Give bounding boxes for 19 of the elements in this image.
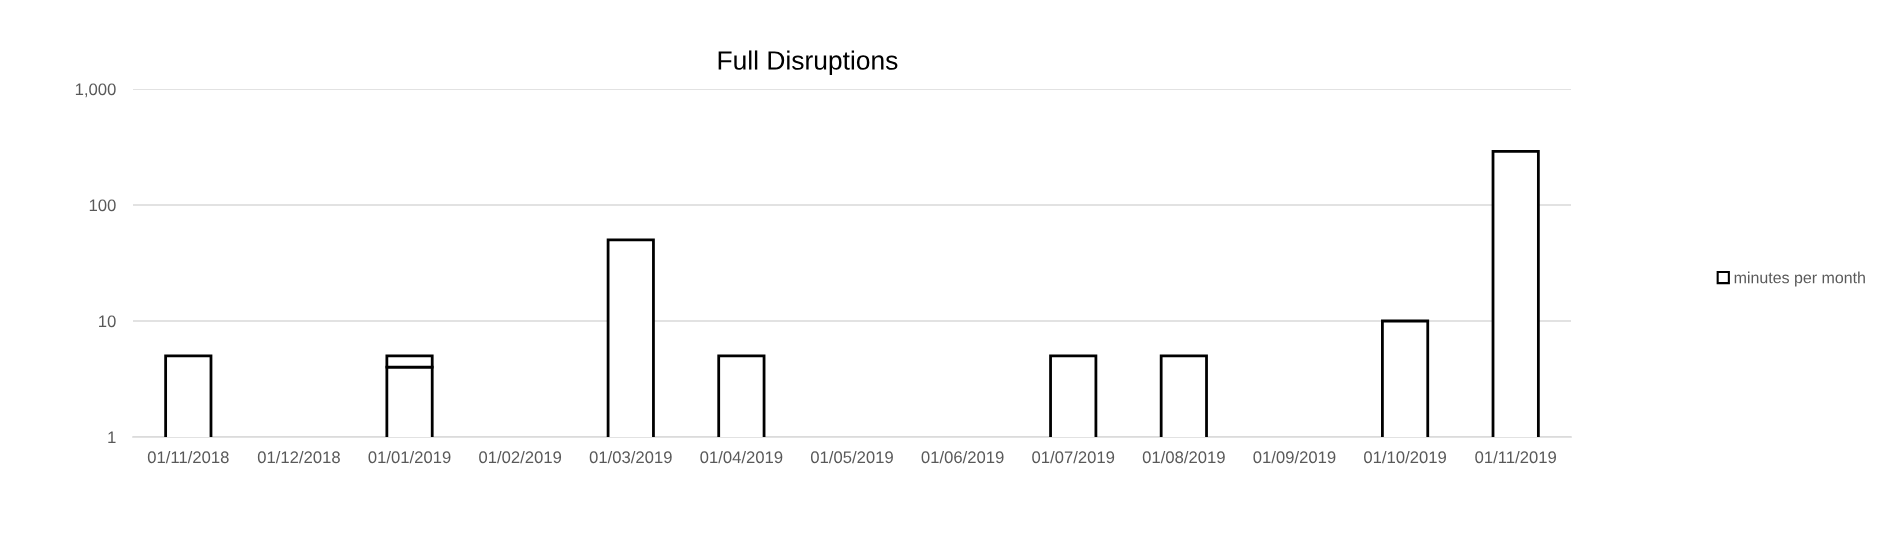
x-tick-label: 01/01/2019	[368, 450, 451, 464]
y-tick-label: 100	[89, 199, 116, 212]
x-tick-label: 01/11/2018	[147, 450, 229, 464]
x-tick-label: 01/12/2018	[257, 450, 340, 464]
y-tick-label: 1,000	[75, 83, 116, 98]
chart-title: Full Disruptions	[718, 50, 898, 76]
x-tick-label: 01/02/2019	[479, 450, 562, 464]
x-tick-label: 01/09/2019	[1253, 450, 1336, 464]
y-tick-label: 10	[99, 315, 116, 328]
legend-label: minutes per month	[1734, 271, 1865, 287]
x-tick-label: 01/08/2019	[1142, 450, 1225, 464]
x-tick-label: 01/06/2019	[921, 450, 1004, 464]
y-tick-label: 1	[108, 431, 116, 444]
x-tick-label: 01/03/2019	[589, 450, 672, 464]
x-tick-label: 01/11/2019	[1475, 450, 1556, 464]
x-tick-label: 01/10/2019	[1364, 450, 1446, 464]
x-tick-label: 01/05/2019	[810, 450, 893, 464]
x-tick-label: 01/07/2019	[1032, 450, 1115, 464]
x-tick-label: 01/04/2019	[700, 450, 783, 464]
